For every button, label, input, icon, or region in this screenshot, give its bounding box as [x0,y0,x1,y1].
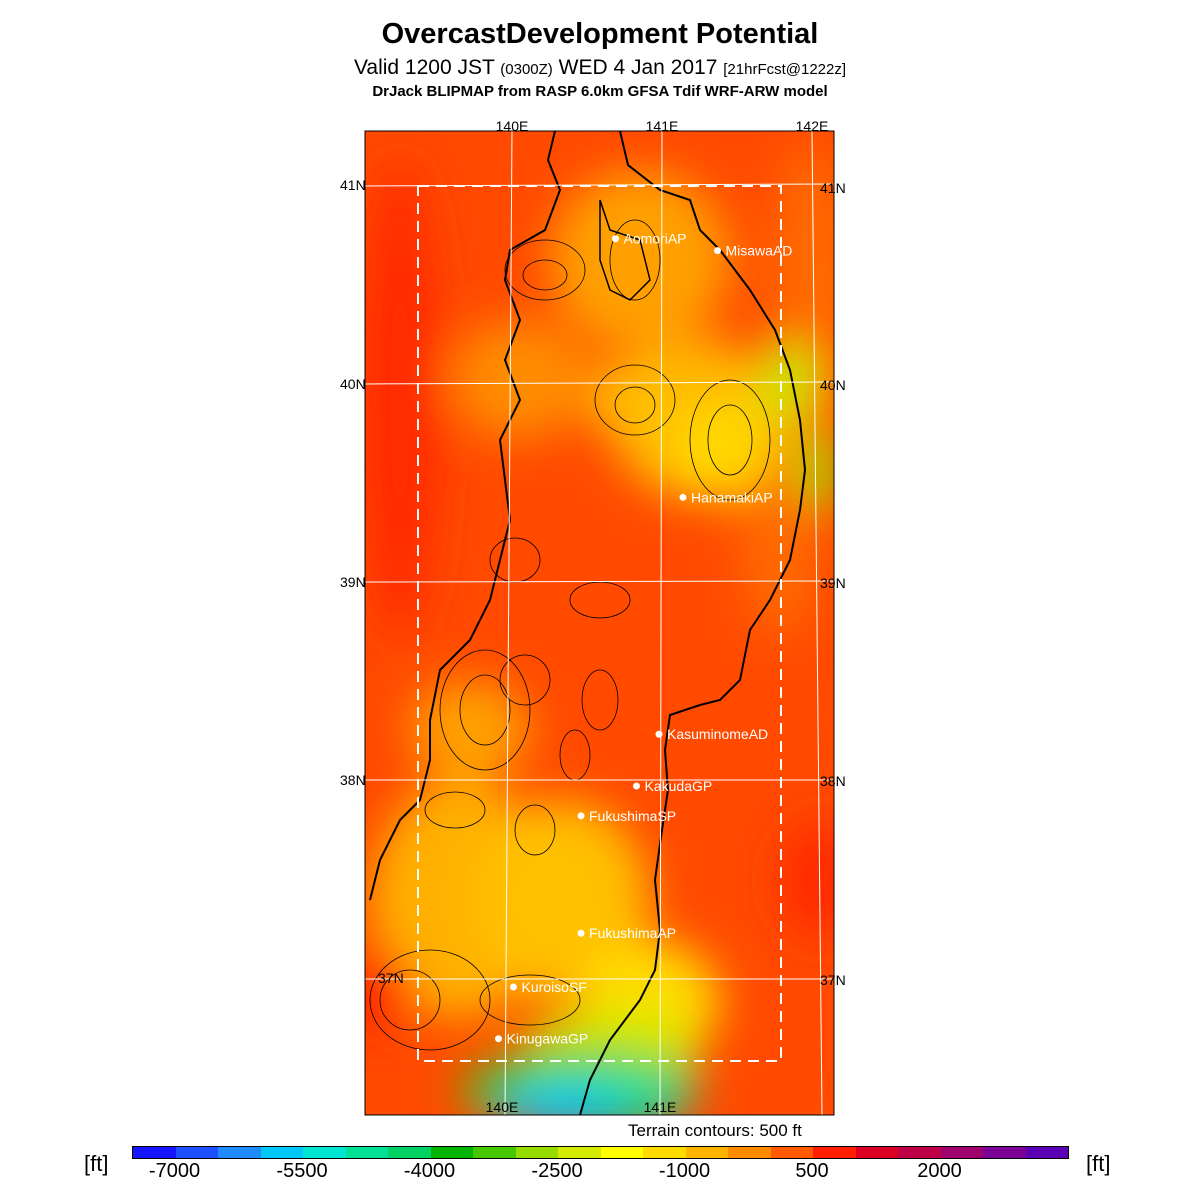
colorbar-swatch [685,1147,728,1158]
colorbar-tick-label: -5500 [276,1160,328,1182]
station-label: AomoriAP [624,231,687,247]
station-dot [612,235,619,243]
colorbar-swatch [600,1147,643,1158]
terrain-contours [369,219,771,1051]
chart-title: OvercastDevelopment Potential [381,18,819,50]
colorbar-swatch [303,1147,346,1158]
colorbar-tick-label: 2000 [917,1160,962,1182]
domain-boundary [417,185,782,1062]
colorbar-swatch [473,1147,516,1158]
lat-label-right-38N: 38N [820,773,846,789]
lat-label-right-37N: 37N [820,972,846,988]
station-label: FukushimaSP [589,808,676,824]
lat-label-left-39N: 39N [340,574,366,590]
station-dot [679,493,687,501]
colorbar-swatch [175,1147,218,1158]
colorbar-swatch [770,1147,813,1158]
lat-label-left-38N: 38N [340,772,366,788]
colorbar-swatch [983,1147,1026,1158]
colorbar-swatch [133,1147,176,1158]
colorbar-tick-label: -1000 [658,1160,711,1182]
colorbar-tick-label: 500 [795,1160,829,1182]
station-label: KinugawaGP [507,1031,589,1047]
station-dot [633,782,640,790]
colorbar-swatch [388,1147,431,1158]
colorbar-swatch [728,1147,771,1158]
colorbar-swatch [345,1147,388,1158]
station-label: KuroisoSF [522,979,587,995]
colorbar-unit-left: [ft] [84,1151,109,1176]
colorbar-swatch [898,1147,941,1158]
colorbar-tick-label: -2500 [531,1160,583,1182]
lon-label-bottom-140E: 140E [486,1099,519,1115]
colorbar-swatch [515,1147,558,1158]
colorbar-swatch [260,1147,303,1158]
forecast-date: WED 4 Jan 2017 [558,56,718,79]
station-dot [577,812,585,820]
colorbar-swatch [855,1147,898,1158]
station-dot [510,983,517,991]
colorbar-unit-right: [ft] [1086,1151,1111,1176]
lat-label-right-40N: 40N [820,377,846,393]
model-description: DrJack BLIPMAP from RASP 6.0km GFSA Tdif… [372,83,828,100]
valid-time: Valid 1200 JST [353,56,495,79]
lon-label-top-140E: 140E [496,118,529,134]
station-dot [577,929,585,937]
station-dot [714,247,721,255]
lat-label-left-40N: 40N [340,376,366,392]
lat-label-right-39N: 39N [820,575,846,591]
terrain-contour-note: Terrain contours: 500 ft [628,1121,802,1140]
colorbar-swatch [1025,1147,1068,1158]
colorbar-tick-label: -4000 [403,1160,456,1182]
colorbar-swatch [940,1147,983,1158]
station-dot [655,730,663,738]
colorbar-swatch [643,1147,686,1158]
colorbar-swatch [558,1147,601,1158]
station-label: HanamakiAP [691,489,773,505]
colorbar [132,1146,1069,1159]
colorbar-tick-label: -7000 [148,1160,201,1182]
colorbar-swatch [218,1147,261,1158]
lon-label-top-141E: 141E [646,118,679,134]
lat-label-right-41N: 41N [820,180,846,196]
utc-time: (0300Z) [500,61,553,78]
station-label: KakudaGP [645,778,713,794]
station-dot [495,1035,502,1043]
valid-time-line: Valid 1200 JST (0300Z) WED 4 Jan 2017 [2… [0,56,1200,80]
lat-label-left-41N: 41N [340,177,366,193]
forecast-run: [21hrFcst@1222z] [723,61,847,78]
station-label: FukushimaAP [589,925,676,941]
lon-label-top-142E: 142E [796,118,829,134]
colorbar-swatch [430,1147,473,1158]
lat-label-left-37N: 37N [378,970,404,986]
station-label: MisawaAD [726,243,793,259]
station-label: KasuminomeAD [667,726,768,742]
station-markers: AomoriAP MisawaAD HanamakiAP KasuminomeAD Ka… [495,231,792,1047]
lon-label-bottom-141E: 141E [644,1099,677,1115]
colorbar-swatch [813,1147,856,1158]
potential-field [365,131,834,1115]
